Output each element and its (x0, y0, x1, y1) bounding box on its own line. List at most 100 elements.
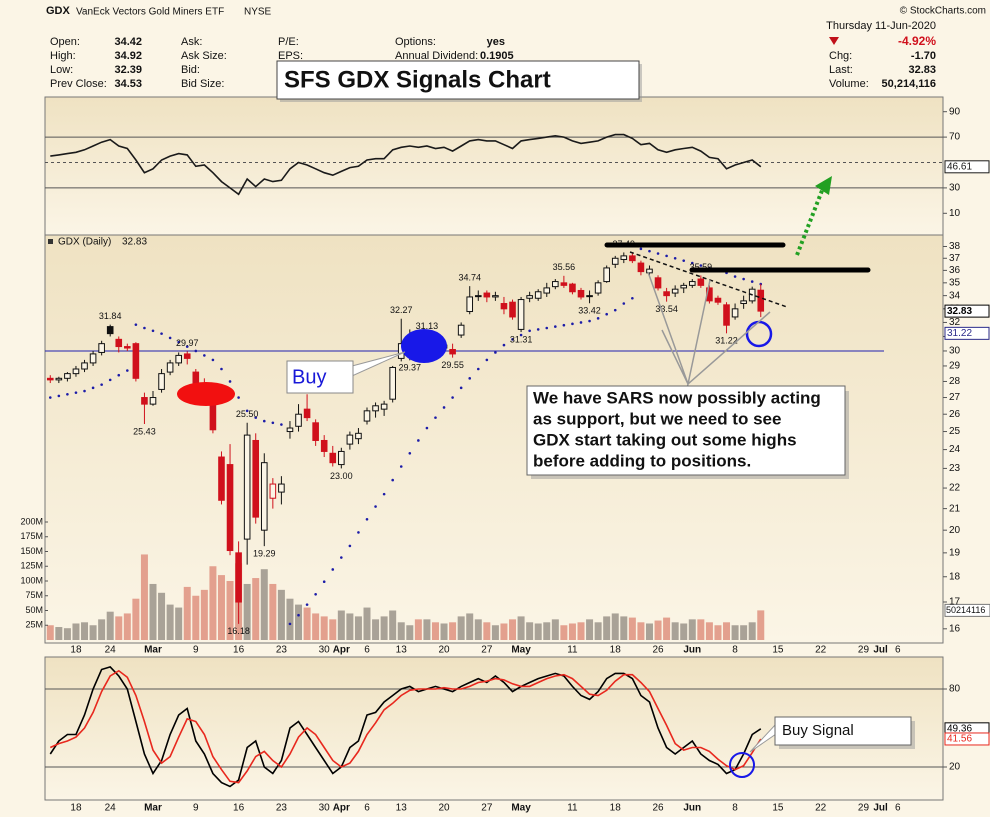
y-tick-label: 25 (949, 426, 961, 437)
high-label: 31.13 (416, 321, 439, 331)
candle-body (757, 289, 765, 312)
volume-bar (654, 620, 662, 640)
volume-bar (705, 622, 713, 640)
sar-dot (203, 354, 206, 357)
note-line: before adding to positions. (533, 451, 751, 470)
x-tick-label: 15 (772, 803, 784, 814)
candle-body (295, 413, 302, 427)
sar-dot (74, 391, 78, 394)
book-label: Bid Size: (181, 78, 224, 90)
volume-bar (491, 625, 499, 640)
sar-dot (314, 592, 317, 596)
candle-body (278, 483, 285, 493)
volume-bar (320, 616, 328, 640)
sar-dot (588, 319, 591, 323)
volume-bar (611, 613, 619, 640)
candle-body (72, 368, 80, 375)
value-label: 32.83 (947, 306, 972, 317)
volume-bar (628, 617, 636, 640)
low-label: 25.43 (133, 426, 156, 436)
x-tick-label: 13 (396, 803, 408, 814)
sar-dot (305, 603, 309, 606)
sar-dot (177, 340, 180, 344)
candle-body (303, 408, 311, 419)
candle-body (586, 295, 593, 298)
volume-bar (286, 598, 294, 640)
sar-dot (399, 465, 403, 468)
y-tick-label: 32 (949, 317, 961, 328)
x-tick-label: 26 (652, 803, 664, 814)
y-tick-label: 28 (949, 376, 961, 387)
sar-dot (442, 406, 446, 409)
up-arrow-head (815, 176, 832, 195)
volume-bar (260, 569, 268, 640)
volume-bar (132, 598, 140, 640)
y-tick-label: 20 (949, 525, 961, 536)
note-line: as support, but we need to see (533, 409, 781, 428)
volume-bar (603, 616, 611, 640)
candle-body (577, 289, 585, 298)
quote-label: Low: (50, 64, 73, 76)
candle-body (175, 354, 182, 364)
x-tick-label: 11 (567, 803, 578, 814)
candle-body (226, 464, 234, 552)
sar-dot (254, 416, 258, 419)
volume-bar (509, 619, 517, 640)
signal-circle (729, 752, 755, 778)
volume-bar (312, 613, 320, 640)
callout-lines (647, 271, 771, 387)
title-box (276, 60, 640, 100)
candle-body (286, 427, 294, 433)
candle-body (149, 397, 157, 405)
options-value: yes (487, 36, 505, 48)
candle-body (329, 452, 337, 464)
sar-dot (100, 383, 103, 386)
volume-bar (637, 622, 645, 640)
sell-marker (177, 382, 235, 406)
volume-bar (372, 619, 380, 640)
x-tick-label: 29 (858, 803, 870, 814)
sar-dot (117, 373, 121, 377)
sar-dot (639, 247, 643, 251)
x-tick-label: Jul (873, 803, 888, 814)
x-tick-label: 23 (276, 803, 288, 814)
y-tick-label: 90 (949, 106, 961, 117)
sar-dot (237, 396, 240, 399)
annotation-title: SFS GDX Signals Chart (284, 66, 551, 93)
sar-dot (451, 396, 454, 399)
signal-box (774, 716, 912, 746)
x-tick-label: Jul (873, 645, 888, 656)
x-tick-label: 27 (481, 803, 493, 814)
rsi-panel (44, 96, 944, 236)
y-tick-label: 30 (949, 183, 961, 194)
x-tick-label: 27 (481, 645, 493, 656)
sar-dot (571, 322, 574, 326)
volume-bar (363, 607, 371, 640)
volume-bar (568, 623, 576, 640)
x-tick-label: Jun (683, 803, 701, 814)
candle-body (192, 371, 200, 384)
volume-bar (526, 622, 534, 640)
candle-body (517, 299, 525, 330)
sar-dot (151, 329, 155, 333)
volume-bar (671, 622, 679, 640)
x-tick-label: 20 (438, 645, 450, 656)
volume-bar (123, 613, 131, 640)
y-tick-label: 27 (949, 392, 961, 403)
low-label: 33.54 (655, 304, 678, 314)
annotations: SFS GDX Signals Chart Buy We have SARS n… (177, 60, 915, 778)
candle-body (629, 255, 636, 262)
volume-bar (183, 586, 191, 640)
candle-body (260, 462, 268, 531)
volume-bar (594, 622, 602, 640)
sar-dot (502, 343, 506, 347)
low-label: 31.22 (715, 336, 738, 346)
candle-body (474, 295, 482, 298)
sar-dot (108, 378, 112, 382)
volume-last-box (944, 603, 990, 617)
x-tick-label: Apr (333, 645, 350, 656)
candle-body (560, 282, 568, 286)
candle-body (654, 277, 662, 289)
candle-body (141, 397, 148, 405)
